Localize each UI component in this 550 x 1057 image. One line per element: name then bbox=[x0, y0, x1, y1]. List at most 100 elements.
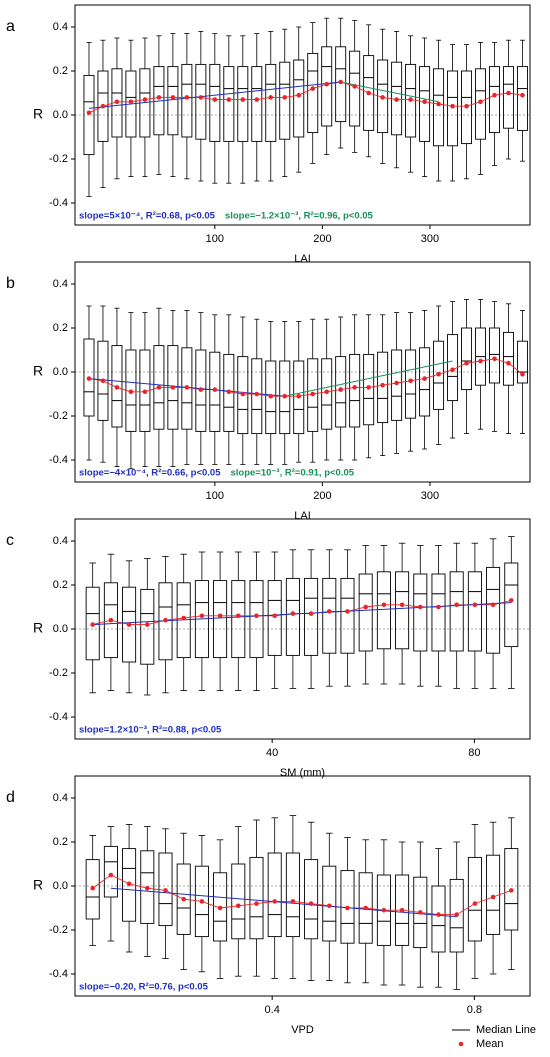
box bbox=[431, 885, 446, 953]
trend-annotation: slope=10⁻³, R²=0.91, p<0.05 bbox=[230, 468, 354, 479]
mean-point bbox=[282, 393, 288, 399]
mean-point bbox=[100, 378, 106, 384]
x-tick-label: 0.8 bbox=[467, 1004, 482, 1016]
mean-point bbox=[338, 79, 343, 85]
mean-point bbox=[184, 385, 190, 390]
mean-point bbox=[100, 103, 106, 109]
box bbox=[504, 848, 519, 931]
mean-point bbox=[326, 609, 332, 614]
box bbox=[349, 353, 361, 428]
mean-point bbox=[492, 356, 497, 362]
mean-point bbox=[181, 896, 186, 902]
box bbox=[267, 852, 282, 938]
box bbox=[391, 349, 403, 421]
mean-point bbox=[308, 901, 314, 906]
box bbox=[489, 66, 500, 134]
mean-point bbox=[240, 391, 246, 397]
mean-point bbox=[464, 103, 469, 109]
box bbox=[447, 70, 459, 147]
mean-point bbox=[126, 622, 132, 627]
box bbox=[433, 340, 445, 410]
mean-point bbox=[86, 376, 92, 381]
mean-point bbox=[86, 110, 92, 116]
mean-point bbox=[352, 385, 357, 390]
mean-point bbox=[380, 382, 385, 388]
mean-point bbox=[199, 899, 205, 904]
mean-point bbox=[156, 385, 162, 390]
y-tick-label: 0.2 bbox=[53, 65, 68, 77]
box bbox=[413, 876, 428, 949]
mean-point bbox=[324, 81, 330, 87]
box bbox=[475, 68, 487, 140]
x-axis-label: LAI bbox=[294, 510, 311, 522]
mean-point bbox=[324, 389, 330, 395]
box bbox=[195, 349, 207, 432]
box bbox=[431, 573, 446, 652]
mean-point bbox=[436, 912, 441, 917]
mean-point bbox=[450, 367, 455, 373]
box bbox=[139, 349, 151, 432]
mean-point bbox=[345, 609, 350, 614]
y-tick-label: 0.2 bbox=[53, 322, 68, 334]
x-tick-label: 200 bbox=[313, 233, 331, 245]
box bbox=[461, 70, 473, 145]
mean-point bbox=[520, 371, 525, 377]
box bbox=[265, 360, 277, 435]
mean-point bbox=[454, 912, 459, 917]
x-tick-label: 300 bbox=[421, 233, 439, 245]
y-tick-label: 0.2 bbox=[53, 579, 68, 591]
box bbox=[433, 68, 445, 147]
box bbox=[461, 327, 473, 391]
plot-frame bbox=[74, 518, 531, 740]
mean-point bbox=[226, 389, 232, 395]
box bbox=[125, 349, 137, 432]
box bbox=[486, 566, 501, 654]
box bbox=[363, 353, 375, 426]
mean-point bbox=[508, 888, 514, 893]
box bbox=[279, 61, 291, 140]
mean-point bbox=[506, 360, 511, 366]
box bbox=[395, 571, 410, 650]
mean-point bbox=[345, 905, 350, 911]
mean-point bbox=[381, 602, 387, 608]
box bbox=[103, 582, 118, 659]
box bbox=[376, 571, 391, 650]
box bbox=[467, 856, 482, 942]
box bbox=[504, 562, 519, 648]
box bbox=[413, 573, 428, 652]
y-tick-label: 0.4 bbox=[53, 21, 68, 33]
mean-point bbox=[508, 598, 514, 603]
box bbox=[307, 52, 319, 134]
mean-point bbox=[114, 99, 120, 105]
y-tick-label: 0.0 bbox=[53, 109, 68, 121]
box bbox=[304, 859, 319, 940]
mean-point bbox=[235, 903, 241, 909]
y-tick-label: 0.0 bbox=[53, 880, 68, 892]
box bbox=[322, 865, 337, 942]
x-tick-label: 100 bbox=[206, 233, 224, 245]
y-tick-label: -0.2 bbox=[49, 153, 68, 165]
box bbox=[176, 863, 191, 935]
box bbox=[516, 340, 528, 384]
box bbox=[503, 66, 514, 129]
box bbox=[111, 345, 123, 428]
mean-point bbox=[235, 613, 241, 619]
y-tick-label: -0.4 bbox=[49, 197, 68, 209]
box bbox=[249, 856, 264, 940]
mean-point bbox=[506, 90, 511, 96]
box bbox=[340, 577, 355, 654]
mean-point bbox=[212, 97, 218, 102]
box bbox=[194, 865, 209, 938]
y-tick-label: -0.2 bbox=[49, 410, 68, 422]
box bbox=[321, 46, 333, 127]
mean-point bbox=[126, 881, 132, 887]
mean-line bbox=[92, 874, 512, 916]
mean-point bbox=[308, 611, 314, 616]
mean-point bbox=[472, 602, 478, 608]
mean-point bbox=[128, 99, 134, 105]
mean-point bbox=[198, 387, 204, 392]
trend-line bbox=[110, 887, 457, 918]
mean-point bbox=[492, 92, 497, 98]
mean-point bbox=[217, 905, 223, 911]
y-tick-label: -0.4 bbox=[49, 968, 68, 980]
